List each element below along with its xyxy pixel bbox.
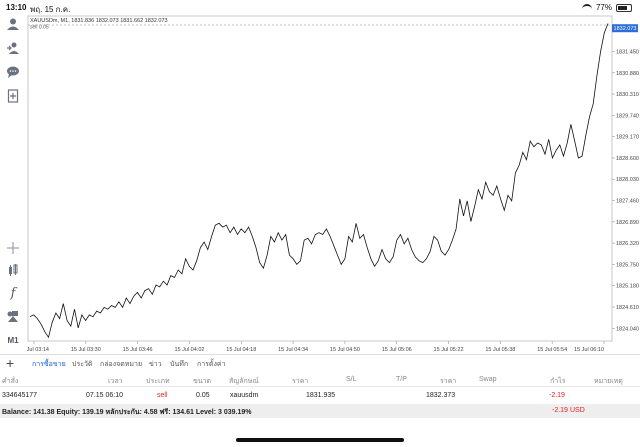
battery-icon <box>616 3 632 12</box>
time-tick-label: 15 Jul 03:46 <box>123 347 153 353</box>
balance-bar: Balance: 141.38 Equity: 139.19 หลักประกั… <box>0 404 640 418</box>
status-bar: 13:10 พฤ. 15 ก.ค. 77% <box>0 0 640 14</box>
price-tick-label: 1828.030 <box>616 177 639 183</box>
col-comment[interactable]: หมายเหตุ <box>594 378 623 385</box>
trade-table-header: คำสั่ง เวลา ประเภท ขนาด สัญลักษณ์ ราคา S… <box>0 374 640 387</box>
price-series: 1832.073 <box>28 23 638 339</box>
indicator-icon[interactable] <box>5 262 21 278</box>
price-line <box>29 23 609 339</box>
status-right: 77% <box>581 3 632 12</box>
price-tick-label: 1829.170 <box>616 135 639 141</box>
time-tick-label: 15 Jul 05:54 <box>537 347 567 353</box>
time-tick-label: 15 Jul 05:38 <box>485 347 515 353</box>
price-tick-label: 1825.180 <box>616 284 639 290</box>
status-time: 13:10 <box>6 3 27 12</box>
price-tick-label: 1826.890 <box>616 220 639 226</box>
time-tick-label: 15 Jul 04:18 <box>226 347 256 353</box>
time-tick-label: 15 Jul 06:10 <box>574 347 604 353</box>
order-symbol: xauusdm <box>230 392 259 399</box>
col-type[interactable]: ประเภท <box>146 378 170 385</box>
order-id: 334645177 <box>2 392 38 399</box>
time-tick-label: 15 Jul 03:30 <box>71 347 101 353</box>
col-size[interactable]: ขนาด <box>193 378 212 385</box>
current-price-marker <box>612 24 638 33</box>
user-icon[interactable] <box>5 16 21 32</box>
price-tick-label: 1831.450 <box>616 49 639 55</box>
time-axis: 15 Jul 03:14 15 Jul 03:30 15 Jul 03:46 15 J… <box>19 341 605 353</box>
col-swap[interactable]: Swap <box>479 376 497 383</box>
time-tick-label: 15 Jul 04:50 <box>330 347 360 353</box>
function-icon[interactable]: f <box>5 285 21 301</box>
price-tick-label: 1825.750 <box>616 262 639 268</box>
price-tick-label: 1824.040 <box>616 326 639 332</box>
chart-background <box>26 14 640 354</box>
home-indicator[interactable] <box>236 438 404 442</box>
chat-icon[interactable] <box>5 64 21 80</box>
price-tick-label: 1830.880 <box>616 71 639 77</box>
price-tick-label: 1830.310 <box>616 92 639 98</box>
col-symbol[interactable]: สัญลักษณ์ <box>229 378 259 385</box>
col-sl[interactable]: S/L <box>346 376 357 383</box>
order-profit: -2.19 <box>549 392 565 399</box>
chart-frame <box>27 15 613 342</box>
col-profit[interactable]: กำไร <box>550 378 566 385</box>
timeframe-button[interactable]: M1 <box>7 335 19 345</box>
add-document-icon[interactable] <box>5 88 21 104</box>
price-chart[interactable]: XAUUSDm, M1, 1831.836 1832.073 1831.662 … <box>19 14 640 354</box>
battery-percent: 77% <box>595 3 612 12</box>
price-tick-label: 1827.460 <box>616 199 639 205</box>
time-tick-label: 15 Jul 05:06 <box>382 347 412 353</box>
order-current-price: 1832.373 <box>426 392 456 399</box>
crosshair-icon[interactable] <box>5 240 21 256</box>
tab-mailbox[interactable]: กล่องจดหมาย <box>100 361 143 368</box>
tab-history[interactable]: ประวัติ <box>72 361 93 368</box>
tab-news[interactable]: ข่าว <box>149 361 162 368</box>
table-row[interactable]: 334645177 07.15 06:10 sell 0.05 xauusdm … <box>0 388 640 405</box>
col-tp[interactable]: T/P <box>396 376 407 383</box>
col-order[interactable]: คำสั่ง <box>2 378 19 385</box>
bottom-tabs: + การซื้อขาย ประวัติ กล่องจดหมาย ข่าว บั… <box>0 354 640 373</box>
balance-text: Balance: 141.38 Equity: 139.19 หลักประกั… <box>2 409 252 416</box>
add-icon[interactable]: + <box>6 355 15 371</box>
chart-canvas[interactable]: XAUUSDm, M1, 1831.836 1832.073 1831.662 … <box>19 14 640 354</box>
price-axis: 1831.450 1830.880 1830.310 1829.740 1829.170… <box>612 49 639 332</box>
time-tick-label: 15 Jul 03:14 <box>26 347 49 353</box>
price-tick-label: 1829.740 <box>616 113 639 119</box>
col-current-price[interactable]: ราคา <box>440 378 457 385</box>
tab-trade[interactable]: การซื้อขาย <box>32 361 66 368</box>
wifi-icon <box>581 3 592 12</box>
login-icon[interactable] <box>5 40 21 56</box>
currency-label: USD <box>570 407 585 414</box>
chart-header: XAUUSDm, M1, 1831.836 1832.073 1831.662 … <box>30 18 168 24</box>
order-size: 0.05 <box>196 392 210 399</box>
status-date: พฤ. 15 ก.ค. <box>30 5 71 14</box>
left-toolbar: f M1 <box>0 14 26 354</box>
time-tick-label: 15 Jul 04:34 <box>278 347 308 353</box>
tab-journal[interactable]: บันทึก <box>170 361 189 368</box>
time-tick-label: 15 Jul 04:02 <box>174 347 204 353</box>
tab-settings[interactable]: การตั้งค่า <box>197 361 226 368</box>
price-tick-label: 1824.610 <box>616 305 639 311</box>
sell-order-label: sell 0.05 <box>30 25 49 31</box>
current-price-label: 1832.073 <box>614 26 637 32</box>
price-tick-label: 1828.600 <box>616 156 639 162</box>
order-price: 1831.935 <box>306 392 336 399</box>
total-profit: -2.19 <box>552 407 568 414</box>
col-time[interactable]: เวลา <box>108 378 123 385</box>
price-tick-label: 1826.320 <box>616 241 639 247</box>
order-type: sell <box>157 392 168 399</box>
time-tick-label: 15 Jul 05:22 <box>434 347 464 353</box>
col-price[interactable]: ราคา <box>292 378 309 385</box>
order-time: 07.15 06:10 <box>86 392 123 399</box>
objects-icon[interactable] <box>5 308 21 324</box>
function-glyph: f <box>10 285 16 301</box>
